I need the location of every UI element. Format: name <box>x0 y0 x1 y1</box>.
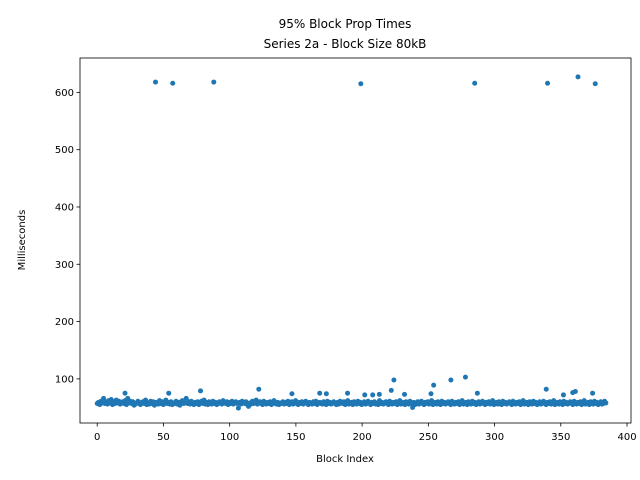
data-point <box>235 405 241 411</box>
data-point <box>428 391 434 397</box>
chart-subtitle: Series 2a - Block Size 80kB <box>264 37 427 51</box>
data-point <box>101 395 107 401</box>
x-tick-label: 250 <box>419 432 438 443</box>
data-point <box>388 387 394 393</box>
x-tick-label: 300 <box>485 432 504 443</box>
y-tick-label: 300 <box>55 260 74 271</box>
data-point <box>345 390 351 396</box>
data-point <box>560 392 566 398</box>
x-tick-label: 50 <box>157 432 170 443</box>
plot-frame <box>79 57 632 424</box>
data-point <box>472 80 478 86</box>
data-point <box>462 374 468 380</box>
data-point <box>474 390 480 396</box>
data-point <box>545 80 551 86</box>
x-tick-label: 400 <box>617 432 636 443</box>
data-point <box>317 390 323 396</box>
data-point <box>590 390 596 396</box>
data-point <box>603 400 609 406</box>
data-point <box>198 388 204 394</box>
data-point <box>572 388 578 394</box>
data-point <box>431 382 437 388</box>
y-tick-label: 600 <box>55 88 74 99</box>
data-point <box>323 391 329 397</box>
data-point <box>256 386 262 392</box>
axes: 0 50 100 150 200 250 300 350 400 100 200 300 400 500 6… <box>55 57 637 443</box>
x-tick-label: 0 <box>94 432 100 443</box>
data-point <box>122 390 128 396</box>
data-point <box>166 390 172 396</box>
x-tick-label: 200 <box>353 432 372 443</box>
x-tick-label: 350 <box>551 432 570 443</box>
y-tick-label: 500 <box>55 145 74 156</box>
data-point <box>370 392 376 398</box>
data-point <box>362 392 368 398</box>
data-point <box>543 386 549 392</box>
y-axis-label: Milliseconds <box>17 210 28 271</box>
x-tick-label: 100 <box>220 432 239 443</box>
data-point <box>183 395 189 401</box>
data-point <box>211 79 217 85</box>
data-point <box>358 81 364 87</box>
data-point <box>402 391 408 397</box>
y-tick-label: 400 <box>55 202 74 213</box>
x-tick-label: 150 <box>286 432 305 443</box>
y-tick-label: 200 <box>55 317 74 328</box>
data-point <box>448 377 454 383</box>
data-points <box>94 74 609 411</box>
y-tick-label: 100 <box>55 374 74 385</box>
data-point <box>289 391 295 397</box>
x-axis-label: Block Index <box>316 454 374 465</box>
data-point <box>153 79 158 85</box>
data-point <box>376 391 382 397</box>
data-point <box>391 377 397 383</box>
chart-title: 95% Block Prop Times <box>279 17 412 31</box>
data-point <box>575 74 581 80</box>
data-point <box>170 80 176 86</box>
data-point <box>592 81 598 87</box>
